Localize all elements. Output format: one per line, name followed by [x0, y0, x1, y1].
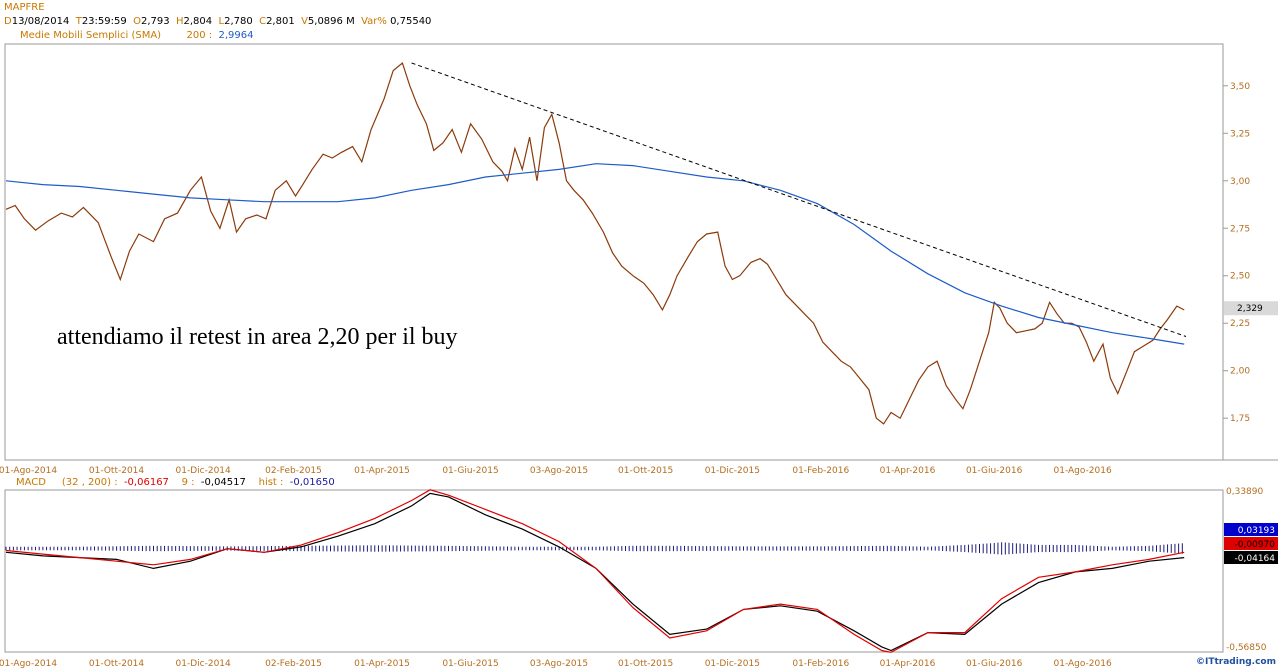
open-value: 2,793	[140, 16, 170, 27]
low-label: L	[218, 16, 225, 27]
volume-label: V	[301, 16, 308, 27]
price-x-tick-label: 01-Apr-2015	[354, 466, 410, 476]
price-series-price	[5, 61, 1185, 425]
price-y-tick-label: 3,25	[1230, 129, 1250, 139]
macd-series-macd	[5, 492, 1185, 652]
macd-x-tick-label: 01-Giu-2016	[966, 659, 1023, 668]
ohlc-line: D13/08/2014 T23:59:59 O2,793 H2,804 L2,7…	[4, 16, 431, 27]
macd-value-badge-label: -0,00970	[1235, 540, 1276, 550]
macd-x-tick-label: 01-Apr-2016	[880, 659, 936, 668]
macd-x-tick-label: 01-Ago-2014	[0, 659, 57, 668]
last-value-label: 2,329	[1237, 304, 1263, 314]
price-y-tick-label: 3,50	[1230, 82, 1250, 92]
macd-x-tick-label: 02-Feb-2015	[265, 659, 322, 668]
macd-y-tick-label: -0,56850	[1226, 643, 1267, 653]
time-label: T	[75, 16, 82, 27]
price-x-tick-label: 01-Ott-2014	[89, 466, 145, 476]
price-layer	[5, 61, 1187, 425]
macd-params: (32 , 200) :	[61, 477, 118, 488]
price-x-tick-label: 01-Ott-2015	[618, 466, 673, 476]
macd-label: MACD	[16, 477, 46, 488]
macd-layer	[5, 489, 1185, 653]
macd-x-tick-label: 01-Dic-2014	[176, 659, 232, 668]
price-series-trendline	[411, 62, 1187, 337]
var-value: 0,75540	[390, 16, 432, 27]
price-x-tick-label: 01-Dic-2015	[705, 466, 760, 476]
macd-x-tick-label: 01-Giu-2015	[442, 659, 498, 668]
macd-y-tick-label: 0,33890	[1226, 487, 1263, 497]
symbol-name: MAPFRE	[4, 2, 45, 13]
macd-x-tick-label: 01-Dic-2015	[705, 659, 760, 668]
last-value-badge	[1224, 301, 1278, 316]
macd-value-badge	[1224, 537, 1278, 550]
price-x-tick-label: 01-Ago-2014	[0, 466, 57, 476]
macd-x-tick-label: 01-Ago-2016	[1054, 659, 1112, 668]
price-x-tick-label: 03-Ago-2015	[530, 466, 588, 476]
price-x-tick-label: 01-Giu-2015	[442, 466, 498, 476]
price-x-tick-label: 01-Ago-2016	[1054, 466, 1112, 476]
macd-value-badge-label: 0,03193	[1238, 526, 1275, 536]
macd-panel-frame	[4, 489, 1224, 653]
macd-x-tick-label: 03-Ago-2015	[530, 659, 588, 668]
price-y-tick-label: 1,75	[1230, 414, 1250, 424]
price-y-tick-label: 2,25	[1230, 319, 1250, 329]
close-label: C	[259, 16, 267, 27]
sma-label: Medie Mobili Semplici (SMA)	[20, 30, 162, 41]
date-value: 13/08/2014	[11, 16, 70, 27]
open-label: O	[133, 16, 141, 27]
watermark: ©ITtrading.com	[1196, 657, 1276, 667]
hist-value: -0,01650	[289, 477, 335, 488]
date-label: D	[4, 16, 12, 27]
macd-header: MACD (32 , 200) : -0,06167 9 : -0,04517 …	[16, 477, 335, 488]
price-panel-frame	[4, 43, 1224, 461]
price-y-tick-label: 2,75	[1230, 224, 1250, 234]
low-value: 2,780	[224, 16, 253, 27]
price-y-tick-label: 2,50	[1230, 272, 1250, 282]
macd-value-badge	[1224, 551, 1278, 564]
high-label: H	[175, 16, 184, 27]
volume-value: 5,0896 M	[307, 16, 355, 27]
price-series-sma	[5, 163, 1185, 345]
macd-x-tick-label: 01-Apr-2015	[354, 659, 410, 668]
macd-value-badge	[1224, 523, 1278, 536]
annotation-text: attendiamo il retest in area 2,20 per il…	[57, 324, 458, 350]
high-value: 2,804	[183, 16, 213, 27]
signal-period: 9 :	[181, 477, 195, 488]
price-y-tick-label: 2,00	[1230, 367, 1250, 377]
macd-x-tick-label: 01-Feb-2016	[792, 659, 849, 668]
macd-x-tick-label: 01-Ott-2015	[618, 659, 673, 668]
price-x-tick-label: 01-Feb-2016	[792, 466, 849, 476]
price-x-tick-label: 02-Feb-2015	[265, 466, 322, 476]
macd-x-tick-label: 01-Ott-2014	[89, 659, 145, 668]
symbol-title: MAPFRE	[4, 2, 45, 13]
macd-series-signal	[5, 489, 1185, 653]
signal-value: -0,04517	[200, 477, 246, 488]
macd-value: -0,06167	[123, 477, 169, 488]
price-x-tick-label: 01-Dic-2014	[176, 466, 232, 476]
price-x-tick-label: 01-Giu-2016	[966, 466, 1023, 476]
var-label: Var%	[361, 16, 387, 27]
price-y-tick-label: 3,00	[1230, 177, 1250, 187]
sma-line: Medie Mobili Semplici (SMA) 200 : 2,9964	[20, 30, 254, 41]
sma-value: 2,9964	[218, 30, 254, 41]
close-value: 2,801	[266, 16, 295, 27]
time-value: 23:59:59	[81, 16, 127, 27]
sma-period: 200 :	[186, 30, 213, 41]
axis-layer: 1,75 2,00 2,25 2,50 2,75 3,00 3,25 3,50 2,329 01-…	[0, 82, 1278, 668]
hist-label: hist :	[258, 477, 284, 488]
price-x-tick-label: 01-Apr-2016	[880, 466, 936, 476]
macd-value-badge-label: -0,04164	[1235, 554, 1276, 564]
